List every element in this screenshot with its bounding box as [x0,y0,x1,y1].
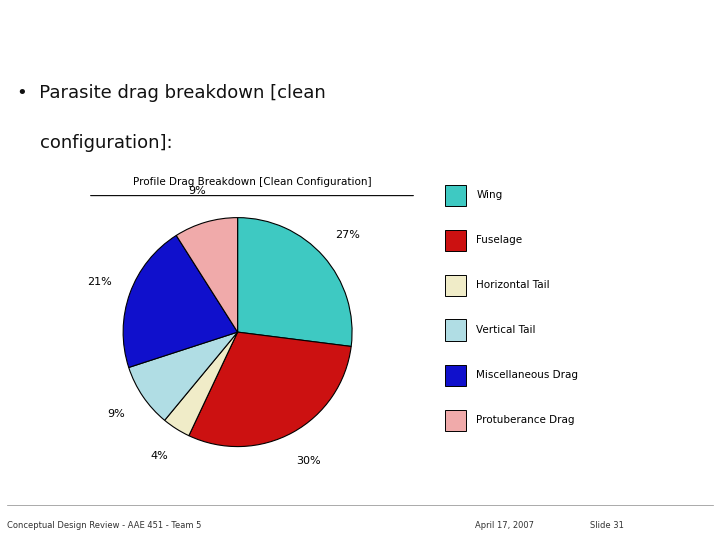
Text: Fuselage: Fuselage [477,235,523,245]
Wedge shape [189,332,351,447]
Bar [444,185,466,206]
Bar [444,274,466,296]
Bar [444,230,466,251]
Text: 9%: 9% [188,186,206,197]
Bar [444,364,466,386]
Text: Protuberance Drag: Protuberance Drag [477,415,575,426]
Wedge shape [176,218,238,332]
Text: Wing: Wing [477,190,503,200]
Text: 30%: 30% [296,456,320,465]
Text: 9%: 9% [107,409,125,420]
Text: Miscellaneous Drag: Miscellaneous Drag [477,370,578,380]
Bar [444,409,466,431]
Text: Vertical Tail: Vertical Tail [477,325,536,335]
Text: April 17, 2007: April 17, 2007 [475,521,534,530]
Wedge shape [238,218,352,347]
Wedge shape [129,332,238,420]
Wedge shape [123,235,238,368]
Wedge shape [165,332,238,436]
Text: 4%: 4% [150,451,168,461]
Text: •  Parasite drag breakdown [clean: • Parasite drag breakdown [clean [17,84,325,102]
Text: Profile Drag Breakdown [Clean Configuration]: Profile Drag Breakdown [Clean Configurat… [132,177,372,187]
Text: Conceptual Design Review - AAE 451 - Team 5: Conceptual Design Review - AAE 451 - Tea… [7,521,202,530]
Text: 27%: 27% [335,230,360,240]
Text: Horizontal Tail: Horizontal Tail [477,280,550,291]
Text: Slide 31: Slide 31 [590,521,624,530]
Text: 21%: 21% [87,278,112,287]
Text: configuration]:: configuration]: [17,134,172,152]
Text: Aerodynamic Design – Parasite Drag Build-up: Aerodynamic Design – Parasite Drag Build… [11,22,508,40]
Bar [444,320,466,341]
